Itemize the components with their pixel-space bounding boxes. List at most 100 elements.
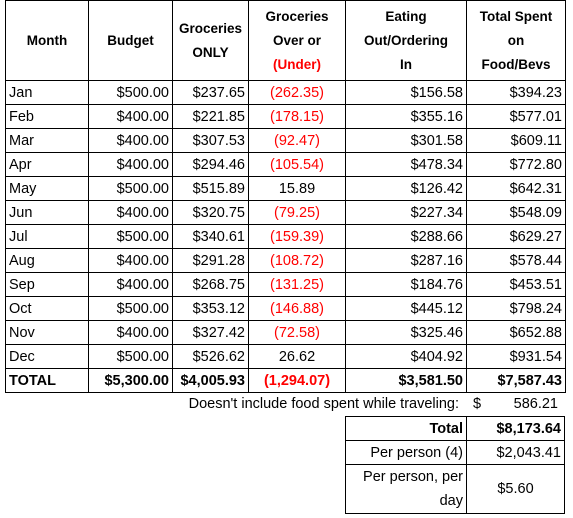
row-label: Nov [5, 320, 89, 345]
row-label: Dec [5, 344, 89, 369]
table-cell: (92.47) [248, 128, 346, 153]
table-cell: 26.62 [248, 344, 346, 369]
table-cell: $400.00 [88, 272, 173, 297]
row-label: Sep [5, 272, 89, 297]
row-label: Mar [5, 128, 89, 153]
table-cell: (159.39) [248, 224, 346, 249]
table-cell: $327.42 [172, 320, 249, 345]
table-cell: (1,294.07) [248, 368, 346, 393]
header-text: Groceries [265, 8, 329, 24]
header-text: In [400, 56, 412, 72]
header-text: Groceries [178, 20, 243, 36]
header-cell: Total Spent on Food/Bevs [466, 0, 566, 81]
table-cell: $500.00 [88, 80, 173, 105]
summary-label: Per person, per day [345, 464, 467, 514]
header-cell: Groceries ONLY [172, 0, 249, 81]
row-label: Jun [5, 200, 89, 225]
table-cell: $4,005.93 [172, 368, 249, 393]
table-cell: $609.11 [466, 128, 566, 153]
header-text: on [507, 32, 525, 48]
table-cell: $445.12 [345, 296, 467, 321]
table-cell: $642.31 [466, 176, 566, 201]
table-cell: $184.76 [345, 272, 467, 297]
row-label: Jul [5, 224, 89, 249]
table-cell: (105.54) [248, 152, 346, 177]
table-cell: $320.75 [172, 200, 249, 225]
table-cell: $307.53 [172, 128, 249, 153]
row-label: TOTAL [5, 368, 89, 393]
row-label: Aug [5, 248, 89, 273]
row-label: Feb [5, 104, 89, 129]
header-cell: Groceries Over or (Under) [248, 0, 346, 81]
table-cell: $478.34 [345, 152, 467, 177]
table-cell: $325.46 [345, 320, 467, 345]
table-cell: $400.00 [88, 152, 173, 177]
table-cell: $221.85 [172, 104, 249, 129]
table-cell: $291.28 [172, 248, 249, 273]
header-cell: Budget [88, 0, 173, 81]
table-cell: $3,581.50 [345, 368, 467, 393]
table-cell: (131.25) [248, 272, 346, 297]
table-cell: $400.00 [88, 200, 173, 225]
header-text: Over or [272, 32, 322, 48]
table-cell: 15.89 [248, 176, 346, 201]
row-label: Apr [5, 152, 89, 177]
table-cell: $931.54 [466, 344, 566, 369]
table-cell: $227.34 [345, 200, 467, 225]
summary-value: $5.60 [466, 464, 565, 514]
header-text: Total Spent [479, 8, 553, 24]
header-text: Out/Ordering [364, 32, 448, 48]
table-cell: (146.88) [248, 296, 346, 321]
summary-label: Per person (4) [345, 440, 467, 465]
table-cell: $355.16 [345, 104, 467, 129]
table-cell: (108.72) [248, 248, 346, 273]
table-cell: (262.35) [248, 80, 346, 105]
note-text: Doesn't include food spent while traveli… [188, 396, 459, 412]
row-label: Oct [5, 296, 89, 321]
table-cell: $353.12 [172, 296, 249, 321]
table-cell: $798.24 [466, 296, 566, 321]
table-cell: $652.88 [466, 320, 566, 345]
table-cell: $500.00 [88, 224, 173, 249]
table-cell: $294.46 [172, 152, 249, 177]
header-cell: Eating Out/Ordering In [345, 0, 467, 81]
table-cell: $5,300.00 [88, 368, 173, 393]
table-cell: $400.00 [88, 128, 173, 153]
table-cell: $404.92 [345, 344, 467, 369]
table-cell: $500.00 [88, 176, 173, 201]
table-cell: $500.00 [88, 296, 173, 321]
table-cell: $287.16 [345, 248, 467, 273]
table-cell: $400.00 [88, 248, 173, 273]
header-text: (Under) [273, 56, 321, 72]
table-cell: $400.00 [88, 104, 173, 129]
table-cell: $526.62 [172, 344, 249, 369]
header-text: Food/Bevs [481, 56, 551, 72]
table-cell: $156.58 [345, 80, 467, 105]
table-cell: (79.25) [248, 200, 346, 225]
table-cell: $268.75 [172, 272, 249, 297]
row-label: May [5, 176, 89, 201]
table-cell: $340.61 [172, 224, 249, 249]
table-cell: $629.27 [466, 224, 566, 249]
summary-label: Total [345, 416, 467, 441]
note-amount: 586.21 [513, 396, 558, 412]
header-text: Budget [107, 32, 154, 48]
table-cell: $288.66 [345, 224, 467, 249]
table-cell: $548.09 [466, 200, 566, 225]
table-cell: $515.89 [172, 176, 249, 201]
table-cell: $500.00 [88, 344, 173, 369]
header-text: Month [26, 32, 68, 48]
table-cell: $237.65 [172, 80, 249, 105]
table-cell: $7,587.43 [466, 368, 566, 393]
note-currency: $ [473, 396, 482, 412]
table-cell: $301.58 [345, 128, 467, 153]
table-cell: $772.80 [466, 152, 566, 177]
table-cell: $394.23 [466, 80, 566, 105]
header-text: Eating [385, 8, 427, 24]
table-cell: (178.15) [248, 104, 346, 129]
summary-value: $2,043.41 [466, 440, 565, 465]
table-cell: $453.51 [466, 272, 566, 297]
table-cell: $126.42 [345, 176, 467, 201]
table-cell: (72.58) [248, 320, 346, 345]
